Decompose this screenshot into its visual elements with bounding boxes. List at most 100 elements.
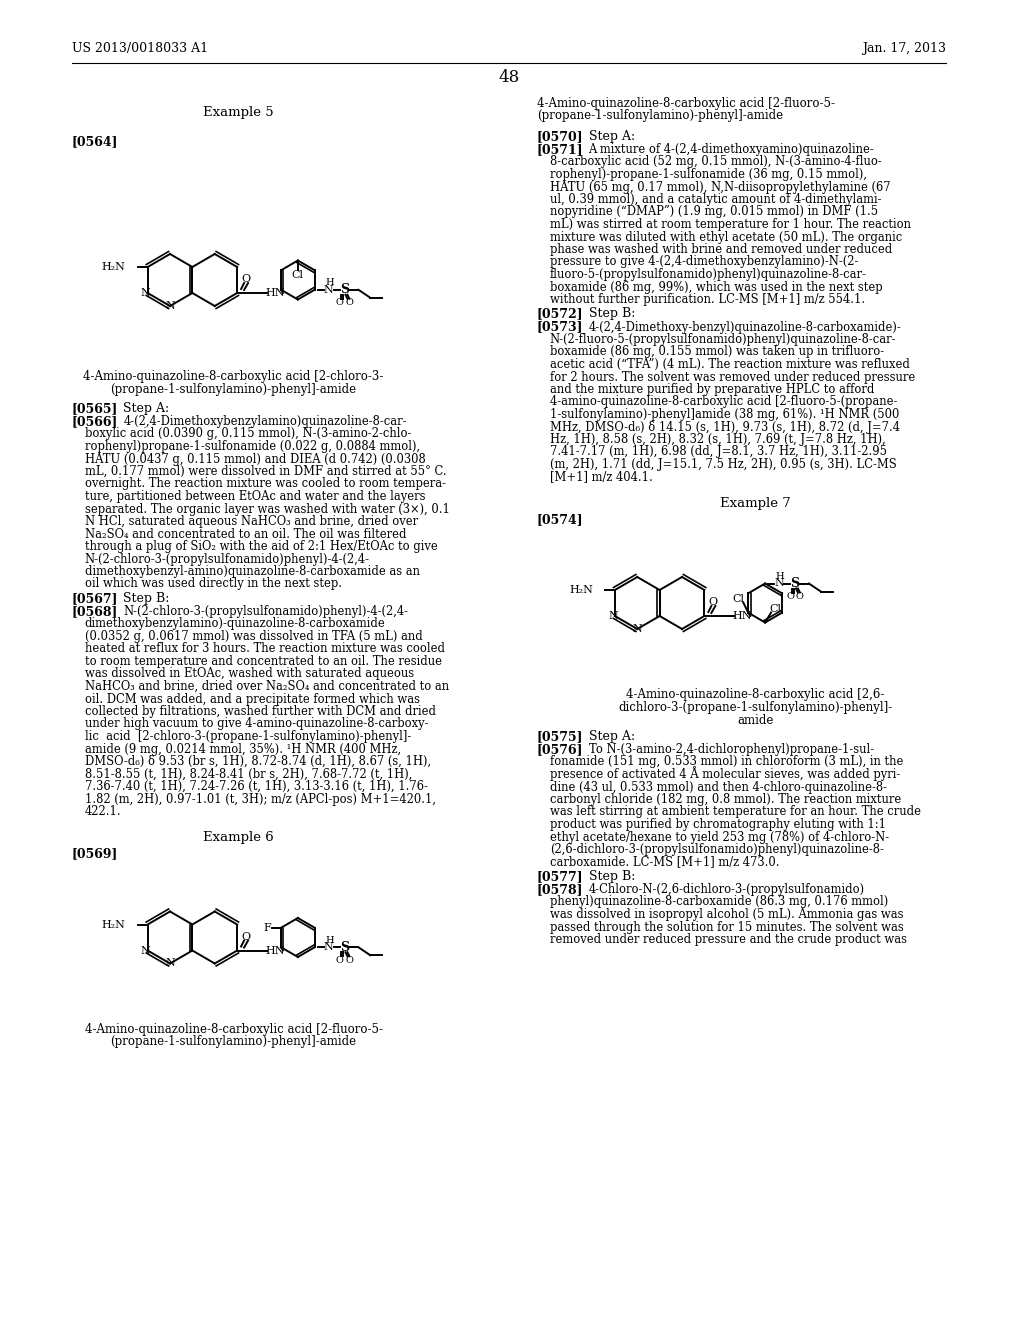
Text: [0576]: [0576] bbox=[537, 743, 584, 756]
Text: (propane-1-sulfonylamino)-phenyl]-amide: (propane-1-sulfonylamino)-phenyl]-amide bbox=[111, 1035, 356, 1048]
Text: nopyridine (“DMAP”) (1.9 mg, 0.015 mmol) in DMF (1.5: nopyridine (“DMAP”) (1.9 mg, 0.015 mmol)… bbox=[550, 206, 878, 219]
Text: H₂N: H₂N bbox=[102, 920, 126, 929]
Text: N: N bbox=[140, 945, 151, 956]
Text: (2,6-dichloro-3-(propylsulfonamido)phenyl)quinazoline-8-: (2,6-dichloro-3-(propylsulfonamido)pheny… bbox=[550, 843, 884, 855]
Text: amide (9 mg, 0.0214 mmol, 35%). ¹H NMR (400 MHz,: amide (9 mg, 0.0214 mmol, 35%). ¹H NMR (… bbox=[85, 742, 400, 755]
Text: without further purification. LC-MS [M+1] m/z 554.1.: without further purification. LC-MS [M+1… bbox=[550, 293, 865, 306]
Text: [0567]: [0567] bbox=[72, 591, 118, 605]
Text: H₂N: H₂N bbox=[102, 261, 126, 272]
Text: mL) was stirred at room temperature for 1 hour. The reaction: mL) was stirred at room temperature for … bbox=[550, 218, 910, 231]
Text: Step B:: Step B: bbox=[123, 591, 170, 605]
Text: S: S bbox=[340, 284, 349, 296]
Text: was dissolved in isopropyl alcohol (5 mL). Ammonia gas was: was dissolved in isopropyl alcohol (5 mL… bbox=[550, 908, 903, 921]
Text: N-(2-chloro-3-(propylsulfonamido)phenyl)-4-(2,4-: N-(2-chloro-3-(propylsulfonamido)phenyl)… bbox=[123, 605, 409, 618]
Text: acetic acid (“TFA”) (4 mL). The reaction mixture was refluxed: acetic acid (“TFA”) (4 mL). The reaction… bbox=[550, 358, 909, 371]
Text: 1-sulfonylamino)-phenyl]amide (38 mg, 61%). ¹H NMR (500: 1-sulfonylamino)-phenyl]amide (38 mg, 61… bbox=[550, 408, 899, 421]
Text: O: O bbox=[345, 298, 353, 308]
Text: N: N bbox=[774, 578, 784, 589]
Text: H: H bbox=[326, 936, 334, 945]
Text: NaHCO₃ and brine, dried over Na₂SO₄ and concentrated to an: NaHCO₃ and brine, dried over Na₂SO₄ and … bbox=[85, 680, 449, 693]
Text: A mixture of 4-(2,4-dimethoxyamino)quinazoline-: A mixture of 4-(2,4-dimethoxyamino)quina… bbox=[589, 143, 874, 156]
Text: N: N bbox=[324, 942, 334, 952]
Text: for 2 hours. The solvent was removed under reduced pressure: for 2 hours. The solvent was removed und… bbox=[550, 371, 915, 384]
Text: 1.82 (m, 2H), 0.97-1.01 (t, 3H); m/z (APCl-pos) M+1=420.1,: 1.82 (m, 2H), 0.97-1.01 (t, 3H); m/z (AP… bbox=[85, 792, 435, 805]
Text: carboxamide. LC-MS [M+1] m/z 473.0.: carboxamide. LC-MS [M+1] m/z 473.0. bbox=[550, 855, 779, 869]
Text: 8.51-8.55 (t, 1H), 8.24-8.41 (br s, 2H), 7.68-7.72 (t, 1H),: 8.51-8.55 (t, 1H), 8.24-8.41 (br s, 2H),… bbox=[85, 767, 412, 780]
Text: Step B:: Step B: bbox=[589, 870, 635, 883]
Text: 4-Chloro-N-(2,6-dichloro-3-(propylsulfonamido): 4-Chloro-N-(2,6-dichloro-3-(propylsulfon… bbox=[589, 883, 864, 896]
Text: ture, partitioned between EtOAc and water and the layers: ture, partitioned between EtOAc and wate… bbox=[85, 490, 425, 503]
Text: (propane-1-sulfonylamino)-phenyl]-amide: (propane-1-sulfonylamino)-phenyl]-amide bbox=[537, 110, 783, 121]
Text: oil which was used directly in the next step.: oil which was used directly in the next … bbox=[85, 578, 342, 590]
Text: N: N bbox=[140, 288, 151, 298]
Text: 4-Amino-quinazoline-8-carboxylic acid [2-fluoro-5-: 4-Amino-quinazoline-8-carboxylic acid [2… bbox=[537, 96, 835, 110]
Text: N: N bbox=[165, 958, 175, 969]
Text: O: O bbox=[796, 591, 804, 601]
Text: Cl: Cl bbox=[732, 594, 744, 603]
Text: oil. DCM was added, and a precipitate formed which was: oil. DCM was added, and a precipitate fo… bbox=[85, 693, 420, 705]
Text: Step A:: Step A: bbox=[589, 129, 635, 143]
Text: carbonyl chloride (182 mg, 0.8 mmol). The reaction mixture: carbonyl chloride (182 mg, 0.8 mmol). Th… bbox=[550, 793, 901, 807]
Text: 4-Amino-quinazoline-8-carboxylic acid [2-fluoro-5-: 4-Amino-quinazoline-8-carboxylic acid [2… bbox=[85, 1023, 383, 1035]
Text: O: O bbox=[336, 956, 343, 965]
Text: [M+1] m/z 404.1.: [M+1] m/z 404.1. bbox=[550, 470, 652, 483]
Text: Step B:: Step B: bbox=[589, 308, 635, 321]
Text: to room temperature and concentrated to an oil. The residue: to room temperature and concentrated to … bbox=[85, 655, 441, 668]
Text: 7.36-7.40 (t, 1H), 7.24-7.26 (t, 1H), 3.13-3.16 (t, 1H), 1.76-: 7.36-7.40 (t, 1H), 7.24-7.26 (t, 1H), 3.… bbox=[85, 780, 427, 793]
Text: boxylic acid (0.0390 g, 0.115 mmol), N-(3-amino-2-chlo-: boxylic acid (0.0390 g, 0.115 mmol), N-(… bbox=[85, 428, 411, 441]
Text: [0575]: [0575] bbox=[537, 730, 584, 743]
Text: N: N bbox=[608, 611, 617, 620]
Text: was left stirring at ambient temperature for an hour. The crude: was left stirring at ambient temperature… bbox=[550, 805, 921, 818]
Text: Example 5: Example 5 bbox=[204, 106, 273, 119]
Text: Jan. 17, 2013: Jan. 17, 2013 bbox=[862, 42, 946, 55]
Text: Hz, 1H), 8.58 (s, 2H), 8.32 (s, 1H), 7.69 (t, J=7.8 Hz, 1H),: Hz, 1H), 8.58 (s, 2H), 8.32 (s, 1H), 7.6… bbox=[550, 433, 886, 446]
Text: Cl: Cl bbox=[292, 269, 304, 280]
Text: dine (43 ul, 0.533 mmol) and then 4-chloro-quinazoline-8-: dine (43 ul, 0.533 mmol) and then 4-chlo… bbox=[550, 780, 887, 793]
Text: [0573]: [0573] bbox=[537, 321, 584, 334]
Text: (m, 2H), 1.71 (dd, J=15.1, 7.5 Hz, 2H), 0.95 (s, 3H). LC-MS: (m, 2H), 1.71 (dd, J=15.1, 7.5 Hz, 2H), … bbox=[550, 458, 897, 471]
Text: Cl: Cl bbox=[769, 603, 781, 614]
Text: 8-carboxylic acid (52 mg, 0.15 mmol), N-(3-amino-4-fluo-: 8-carboxylic acid (52 mg, 0.15 mmol), N-… bbox=[550, 156, 882, 169]
Text: phase was washed with brine and removed under reduced: phase was washed with brine and removed … bbox=[550, 243, 892, 256]
Text: To N-(3-amino-2,4-dichlorophenyl)propane-1-sul-: To N-(3-amino-2,4-dichlorophenyl)propane… bbox=[589, 743, 873, 756]
Text: [0568]: [0568] bbox=[72, 605, 118, 618]
Text: ethyl acetate/hexane to yield 253 mg (78%) of 4-chloro-N-: ethyl acetate/hexane to yield 253 mg (78… bbox=[550, 830, 889, 843]
Text: F: F bbox=[263, 923, 271, 933]
Text: 48: 48 bbox=[499, 69, 519, 86]
Text: (propane-1-sulfonylamino)-phenyl]-amide: (propane-1-sulfonylamino)-phenyl]-amide bbox=[111, 383, 356, 396]
Text: product was purified by chromatography eluting with 1:1: product was purified by chromatography e… bbox=[550, 818, 886, 832]
Text: presence of activated 4 Å molecular sieves, was added pyri-: presence of activated 4 Å molecular siev… bbox=[550, 766, 900, 781]
Text: through a plug of SiO₂ with the aid of 2:1 Hex/EtOAc to give: through a plug of SiO₂ with the aid of 2… bbox=[85, 540, 437, 553]
Text: US 2013/0018033 A1: US 2013/0018033 A1 bbox=[72, 42, 208, 55]
Text: pressure to give 4-(2,4-dimethoxybenzylamino)-N-(2-: pressure to give 4-(2,4-dimethoxybenzyla… bbox=[550, 256, 858, 268]
Text: HATU (0.0437 g, 0.115 mmol) and DIEA (d 0.742) (0.0308: HATU (0.0437 g, 0.115 mmol) and DIEA (d … bbox=[85, 453, 425, 466]
Text: Na₂SO₄ and concentrated to an oil. The oil was filtered: Na₂SO₄ and concentrated to an oil. The o… bbox=[85, 528, 406, 540]
Text: [0571]: [0571] bbox=[537, 143, 584, 156]
Text: HN: HN bbox=[732, 611, 752, 620]
Text: S: S bbox=[791, 577, 800, 590]
Text: [0570]: [0570] bbox=[537, 129, 584, 143]
Text: Step A:: Step A: bbox=[123, 403, 169, 414]
Text: H: H bbox=[776, 572, 784, 581]
Text: 4-amino-quinazoline-8-carboxylic acid [2-fluoro-5-(propane-: 4-amino-quinazoline-8-carboxylic acid [2… bbox=[550, 396, 897, 408]
Text: [0566]: [0566] bbox=[72, 414, 118, 428]
Text: lic  acid  [2-chloro-3-(propane-1-sulfonylamino)-phenyl]-: lic acid [2-chloro-3-(propane-1-sulfonyl… bbox=[85, 730, 411, 743]
Text: S: S bbox=[340, 941, 349, 954]
Text: 422.1.: 422.1. bbox=[85, 805, 121, 818]
Text: 7.41-7.17 (m, 1H), 6.98 (dd, J=8.1, 3.7 Hz, 1H), 3.11-2.95: 7.41-7.17 (m, 1H), 6.98 (dd, J=8.1, 3.7 … bbox=[550, 446, 887, 458]
Text: [0572]: [0572] bbox=[537, 308, 584, 321]
Text: N HCl, saturated aqueous NaHCO₃ and brine, dried over: N HCl, saturated aqueous NaHCO₃ and brin… bbox=[85, 515, 418, 528]
Text: O: O bbox=[242, 275, 251, 284]
Text: 4-Amino-quinazoline-8-carboxylic acid [2-chloro-3-: 4-Amino-quinazoline-8-carboxylic acid [2… bbox=[83, 370, 384, 383]
Text: Step A:: Step A: bbox=[589, 730, 635, 743]
Text: dimethoxybenzylamino)-quinazoline-8-carboxamide: dimethoxybenzylamino)-quinazoline-8-carb… bbox=[85, 618, 385, 631]
Text: HN: HN bbox=[265, 288, 285, 298]
Text: heated at reflux for 3 hours. The reaction mixture was cooled: heated at reflux for 3 hours. The reacti… bbox=[85, 643, 444, 656]
Text: N: N bbox=[165, 301, 175, 312]
Text: [0577]: [0577] bbox=[537, 870, 584, 883]
Text: N: N bbox=[324, 285, 334, 294]
Text: mixture was diluted with ethyl acetate (50 mL). The organic: mixture was diluted with ethyl acetate (… bbox=[550, 231, 902, 243]
Text: HATU (65 mg, 0.17 mmol), N,N-diisopropylethylamine (67: HATU (65 mg, 0.17 mmol), N,N-diisopropyl… bbox=[550, 181, 891, 194]
Text: Example 7: Example 7 bbox=[720, 498, 791, 510]
Text: 4-Amino-quinazoline-8-carboxylic acid [2,6-: 4-Amino-quinazoline-8-carboxylic acid [2… bbox=[627, 688, 885, 701]
